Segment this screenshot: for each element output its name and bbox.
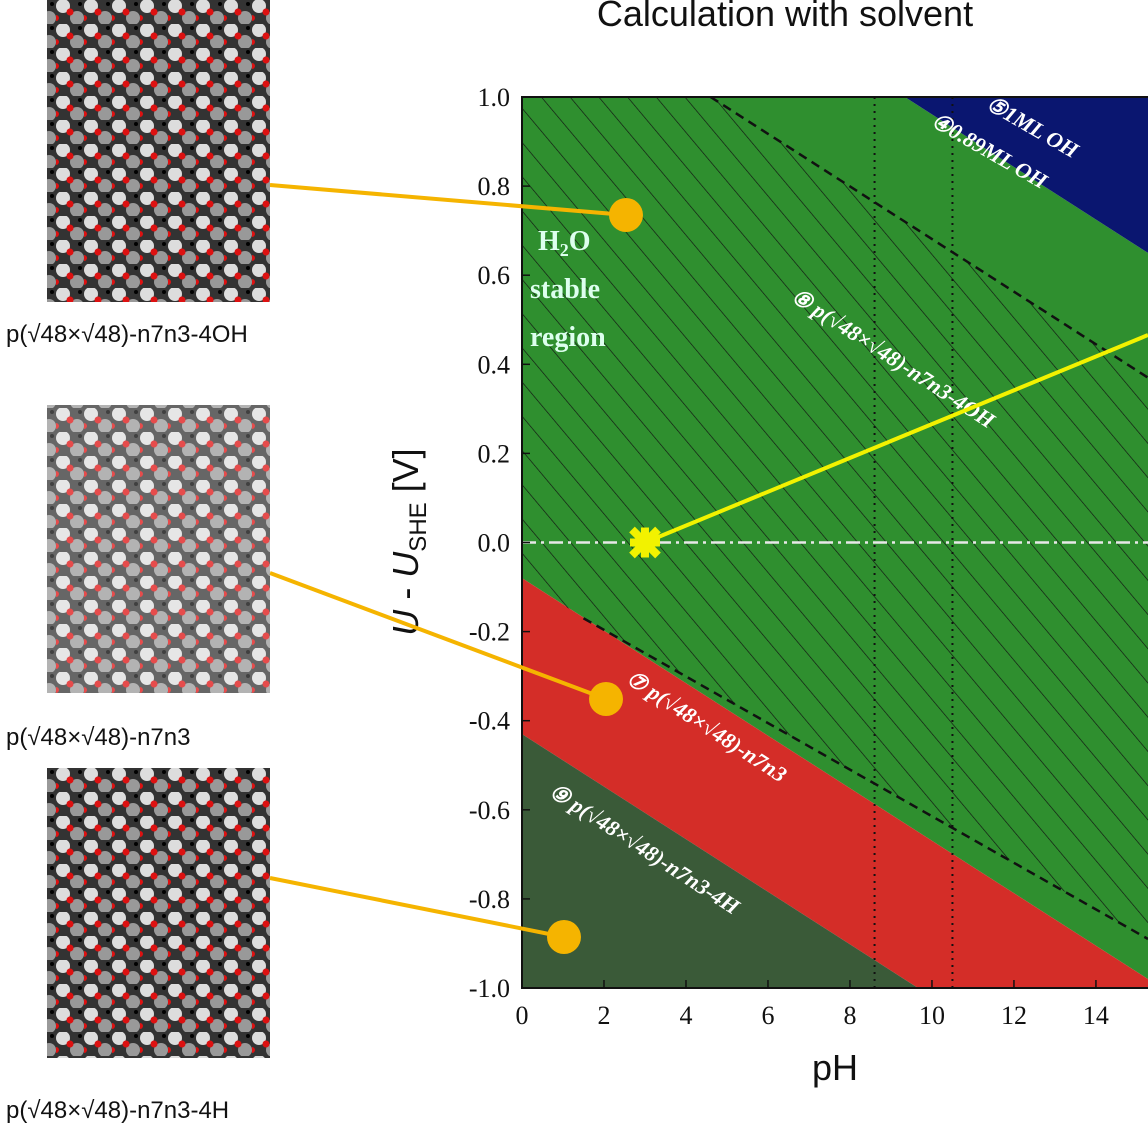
y-tick-label: -0.6 bbox=[469, 796, 510, 825]
water-label: H2O bbox=[538, 226, 591, 260]
x-tick-label: 8 bbox=[843, 1001, 856, 1030]
connector bbox=[269, 183, 627, 217]
y-tick-label: 1.0 bbox=[478, 83, 511, 112]
y-tick-label: 0.0 bbox=[478, 529, 511, 558]
x-tick-label: 10 bbox=[919, 1001, 945, 1030]
structure-caption: p(√48×√48)-n7n3 bbox=[6, 724, 190, 751]
water-label-part: 2 bbox=[560, 240, 569, 260]
y-tick-label: -0.8 bbox=[469, 885, 510, 914]
connector bbox=[269, 876, 565, 939]
phase-region bbox=[904, 97, 1148, 253]
connector bbox=[269, 571, 607, 701]
water-label-part: H bbox=[538, 226, 560, 257]
y-tick-label: -1.0 bbox=[469, 974, 510, 1003]
y-axis-label: U - USHE [V] bbox=[385, 448, 432, 635]
y-tick-label: 0.4 bbox=[478, 350, 511, 379]
hatched-region bbox=[522, 97, 1148, 939]
x-tick-label: 0 bbox=[516, 1001, 529, 1030]
structure-image bbox=[47, 768, 270, 1058]
y-tick-label: -0.4 bbox=[469, 707, 510, 736]
y-tick-label: 0.2 bbox=[478, 439, 511, 468]
x-tick-label: 4 bbox=[679, 1001, 692, 1030]
connector-dot bbox=[609, 198, 643, 232]
x-tick-label: 2 bbox=[597, 1001, 610, 1030]
y-tick-label: -0.2 bbox=[469, 618, 510, 647]
dashed-boundary bbox=[582, 617, 1148, 941]
connector-dot bbox=[589, 682, 623, 716]
y-tick-label: 0.6 bbox=[478, 261, 511, 290]
structure-image bbox=[47, 0, 270, 302]
structure-image bbox=[47, 405, 270, 693]
x-tick-label: 6 bbox=[761, 1001, 774, 1030]
structure-caption: p(√48×√48)-n7n3-4H bbox=[6, 1097, 229, 1124]
marker-connector bbox=[644, 333, 1148, 545]
chart-title: Calculation with solvent bbox=[597, 0, 973, 34]
x-axis-label: pH bbox=[812, 1047, 858, 1088]
dashed-boundary bbox=[709, 97, 1148, 379]
stable-label: stable bbox=[530, 274, 600, 305]
phase-region bbox=[522, 578, 1148, 988]
y-axis-label-part: [V] bbox=[385, 448, 426, 502]
connector-dot bbox=[547, 920, 581, 954]
y-axis-label-part: U bbox=[385, 551, 426, 578]
marker bbox=[629, 526, 661, 559]
phase-region bbox=[522, 734, 919, 988]
stable-label: region bbox=[530, 322, 606, 353]
x-tick-label: 14 bbox=[1083, 1001, 1109, 1030]
x-tick-label: 12 bbox=[1001, 1001, 1027, 1030]
water-label-part: O bbox=[569, 226, 591, 257]
structure-caption: p(√48×√48)-n7n3-4OH bbox=[6, 321, 248, 348]
y-axis-label-part: - bbox=[385, 578, 426, 610]
y-tick-label: 0.8 bbox=[478, 172, 511, 201]
y-axis-label-part: SHE bbox=[405, 502, 432, 551]
overlay: 1.0 0.8 0.6 0.4 0.2 0.0 -0.2 -0.4 -0.6 -0.8 -1.00 2… bbox=[269, 83, 1148, 1088]
